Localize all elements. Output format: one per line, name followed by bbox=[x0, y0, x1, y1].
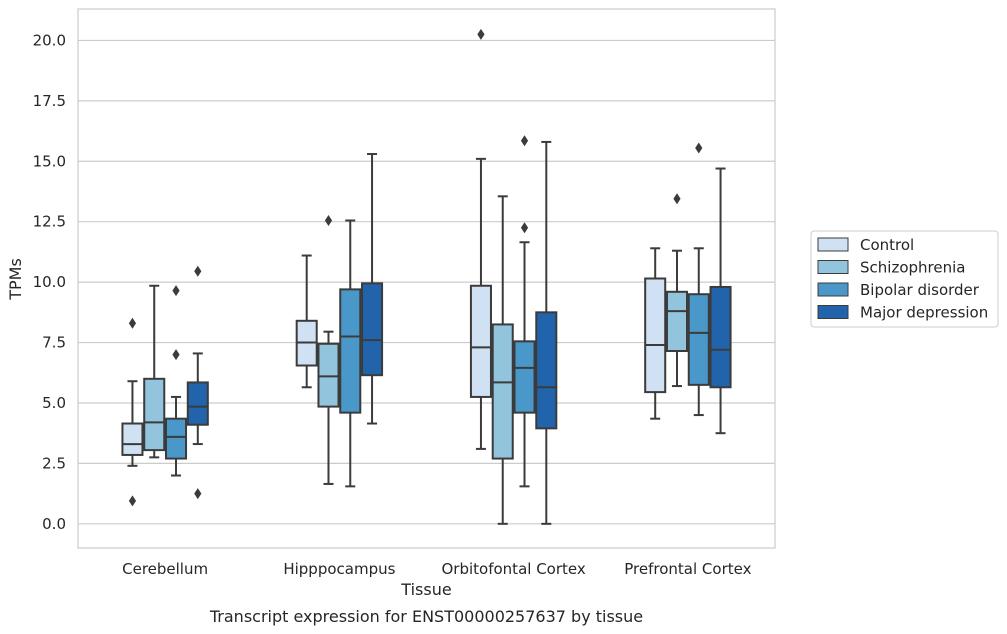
x-axis-ticks: Cerebellum Hipppocampus Orbitofontal Corte… bbox=[122, 560, 751, 578]
outlier-marker bbox=[520, 222, 529, 234]
legend-label: Major depression bbox=[860, 304, 988, 322]
box-schizophrenia bbox=[317, 214, 340, 485]
box-major-depression bbox=[535, 140, 558, 525]
x-axis-label: Tissue bbox=[400, 580, 451, 599]
y-tick-label: 20.0 bbox=[33, 31, 66, 49]
outlier-marker bbox=[673, 193, 681, 205]
box-body bbox=[339, 288, 362, 414]
box-body bbox=[665, 290, 689, 353]
box-body bbox=[513, 340, 536, 414]
plot-frame bbox=[77, 8, 776, 549]
outlier-marker bbox=[194, 488, 202, 500]
box-body bbox=[317, 342, 340, 408]
box-schizophrenia bbox=[491, 195, 514, 525]
legend-frame bbox=[810, 230, 999, 328]
box-body bbox=[709, 285, 732, 389]
legend-swatch bbox=[817, 237, 849, 252]
y-axis-label: TPMs bbox=[6, 258, 25, 301]
box-body bbox=[186, 381, 209, 426]
legend-label: Schizophrenia bbox=[860, 259, 965, 277]
x-tick-label: Cerebellum bbox=[122, 560, 208, 578]
y-tick-label: 7.5 bbox=[42, 334, 66, 352]
outlier-marker bbox=[695, 142, 703, 154]
box-body bbox=[469, 284, 492, 398]
box-schizophrenia bbox=[143, 284, 166, 459]
box-body bbox=[687, 293, 710, 386]
outlier-marker bbox=[520, 135, 529, 147]
box-body bbox=[535, 311, 558, 430]
box-major-depression bbox=[186, 265, 209, 500]
box-control bbox=[121, 317, 144, 507]
y-tick-label: 12.5 bbox=[33, 213, 66, 231]
box-body bbox=[361, 282, 384, 377]
box-bipolar-disorder bbox=[164, 285, 188, 477]
y-tick-label: 2.5 bbox=[42, 454, 66, 472]
outlier-marker bbox=[194, 265, 202, 277]
box-body bbox=[143, 377, 166, 452]
box-bipolar-disorder bbox=[339, 219, 362, 488]
y-tick-label: 15.0 bbox=[33, 152, 66, 170]
legend-swatch bbox=[817, 282, 849, 297]
box-body bbox=[644, 277, 667, 394]
y-tick-label: 0.0 bbox=[42, 515, 66, 533]
box-body bbox=[121, 422, 144, 456]
y-tick-label: 5.0 bbox=[42, 394, 66, 412]
box-plot-marks bbox=[121, 28, 732, 525]
box-major-depression bbox=[361, 153, 384, 425]
outlier-marker bbox=[477, 28, 485, 40]
legend-label: Bipolar disorder bbox=[860, 281, 980, 299]
outlier-marker bbox=[128, 495, 137, 507]
box-major-depression bbox=[709, 167, 732, 435]
x-tick-label: Orbitofontal Cortex bbox=[442, 560, 586, 578]
legend-label: Control bbox=[860, 236, 914, 254]
x-tick-label: Hipppocampus bbox=[283, 560, 395, 578]
box-control bbox=[295, 254, 318, 389]
chart-caption: Transcript expression for ENST0000025763… bbox=[209, 607, 643, 626]
outlier-marker bbox=[128, 317, 137, 329]
box-body bbox=[164, 417, 188, 460]
legend: Control Schizophrenia Bipolar disorder Majo… bbox=[810, 230, 999, 328]
legend-swatch bbox=[817, 260, 849, 274]
legend-swatch bbox=[817, 305, 849, 319]
box-schizophrenia bbox=[665, 193, 689, 388]
y-tick-label: 10.0 bbox=[33, 273, 66, 291]
outlier-marker bbox=[172, 349, 180, 361]
x-tick-label: Prefrontal Cortex bbox=[624, 560, 751, 578]
box-bipolar-disorder bbox=[513, 135, 536, 488]
box-control bbox=[469, 28, 492, 450]
box-body bbox=[491, 323, 514, 460]
box-bipolar-disorder bbox=[687, 142, 710, 417]
outlier-marker bbox=[324, 214, 333, 226]
y-axis-ticks: 0.0 2.5 5.0 7.5 10.0 12.5 15.0 17.5 20.0 bbox=[33, 31, 66, 532]
box-control bbox=[644, 247, 667, 420]
outlier-marker bbox=[172, 285, 180, 297]
y-tick-label: 17.5 bbox=[33, 92, 66, 110]
